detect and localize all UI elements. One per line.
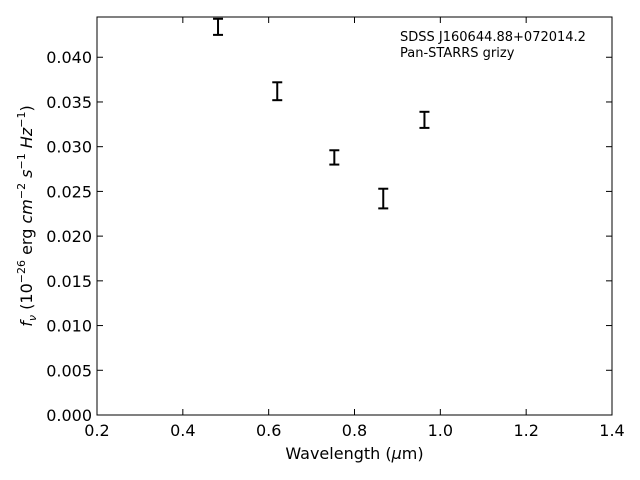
data-series [213, 17, 430, 210]
data-point-errorbar [419, 110, 430, 129]
plot-area: 0.2 0.4 0.6 0.8 1.0 1.2 1.4 0.0000.0050.0100.0… [46, 16, 625, 440]
y-axis-label: fν (10−26 erg cm−2 s−1 Hz−1) [15, 105, 39, 326]
y-tick-label: 0.025 [46, 182, 92, 201]
x-tick-label: 0.4 [170, 421, 195, 440]
data-point-errorbar [329, 149, 340, 166]
x-tick-label: 0.6 [256, 421, 281, 440]
y-tick-label: 0.010 [46, 317, 92, 336]
y-tick-label: 0.000 [46, 406, 92, 425]
x-tick-label: 0.2 [84, 421, 109, 440]
x-tick-label: 1.4 [599, 421, 624, 440]
x-axis: 0.2 0.4 0.6 0.8 1.0 1.2 1.4 [84, 17, 625, 440]
annotation-line-1: SDSS J160644.88+072014.2 [400, 30, 586, 45]
annotation-line-2: Pan-STARRS grizy [400, 46, 515, 61]
y-tick-label: 0.005 [46, 361, 92, 380]
y-tick-label: 0.040 [46, 48, 92, 67]
axes-frame [96, 16, 613, 416]
x-tick-label: 0.8 [342, 421, 367, 440]
data-point-errorbar [378, 187, 389, 210]
x-tick-label: 1.0 [428, 421, 453, 440]
x-tick-label: 1.2 [513, 421, 538, 440]
y-tick-label: 0.035 [46, 93, 92, 112]
y-tick-label: 0.030 [46, 138, 92, 157]
data-point-errorbar [272, 81, 283, 102]
y-tick-label: 0.020 [46, 227, 92, 246]
data-point-errorbar [213, 17, 224, 36]
x-axis-label: Wavelength (μm) [285, 444, 423, 463]
y-axis: 0.000 0.005 0.010 0.015 0.020 0.025 0.030 0.035… [46, 48, 612, 425]
y-tick-label: 0.015 [46, 272, 92, 291]
